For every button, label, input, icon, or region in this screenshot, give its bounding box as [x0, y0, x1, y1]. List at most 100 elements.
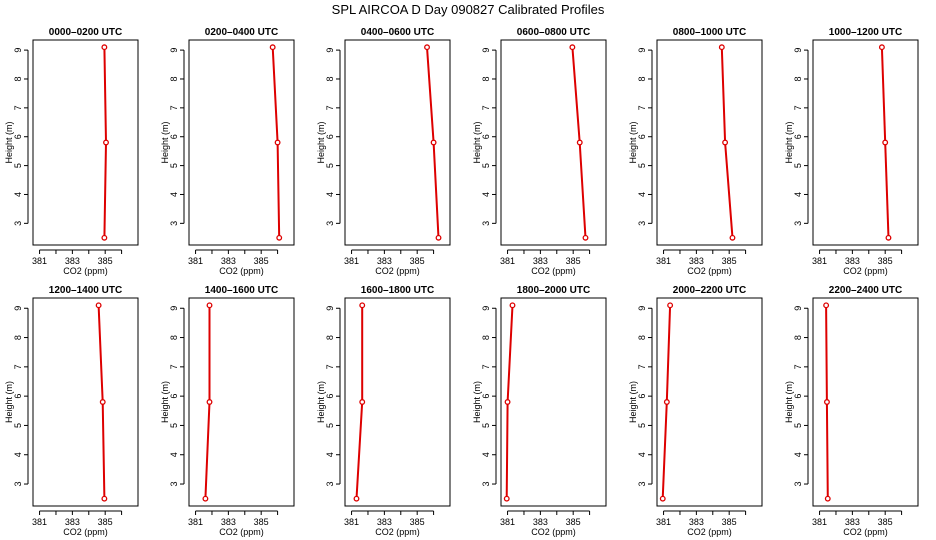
y-tick-label: 3: [169, 221, 179, 226]
panel-title: 1000–1200 UTC: [829, 27, 902, 38]
y-tick-label: 4: [13, 452, 23, 457]
y-tick-label: 3: [481, 221, 491, 226]
y-tick-label: 8: [481, 335, 491, 340]
y-tick-label: 7: [13, 364, 23, 369]
x-tick-label: 385: [410, 517, 425, 527]
y-tick-label: 8: [169, 76, 179, 81]
y-tick-label: 6: [325, 394, 335, 399]
plot-frame: [188, 297, 295, 507]
y-tick-label: 4: [169, 452, 179, 457]
data-point: [435, 234, 442, 241]
y-tick-label: 9: [325, 48, 335, 53]
data-point: [202, 495, 209, 502]
data-point: [274, 139, 281, 146]
y-axis-label: Height (m): [316, 381, 326, 423]
y-axis-label: Height (m): [472, 121, 482, 163]
y-tick-label: 3: [325, 221, 335, 226]
y-tick-label: 9: [325, 306, 335, 311]
y-tick-label: 9: [793, 306, 803, 311]
data-point: [576, 139, 583, 146]
y-tick-label: 4: [793, 192, 803, 197]
plot-frame: [656, 297, 763, 507]
data-point: [269, 44, 276, 51]
data-point: [659, 495, 666, 502]
panel-title: 1800–2000 UTC: [517, 285, 590, 296]
y-tick-label: 8: [325, 335, 335, 340]
y-tick-label: 7: [793, 105, 803, 110]
x-tick-label: 383: [65, 256, 80, 266]
y-tick-label: 9: [13, 48, 23, 53]
x-tick-label: 383: [377, 256, 392, 266]
x-axis-label: CO2 (ppm): [687, 266, 732, 276]
data-point: [424, 44, 430, 51]
y-tick-label: 5: [637, 163, 647, 168]
data-point: [663, 399, 670, 405]
x-axis-label: CO2 (ppm): [219, 266, 264, 276]
x-axis-label: CO2 (ppm): [531, 266, 576, 276]
data-point: [824, 495, 831, 502]
y-tick-label: 3: [637, 482, 647, 487]
y-tick-label: 7: [13, 105, 23, 110]
panel-title: 0800–1000 UTC: [673, 27, 746, 38]
y-tick-label: 8: [793, 335, 803, 340]
data-point: [882, 139, 889, 146]
data-point: [103, 139, 109, 146]
data-point: [729, 234, 736, 241]
x-tick-label: 385: [722, 517, 737, 527]
y-tick-label: 5: [169, 163, 179, 168]
x-tick-label: 383: [377, 517, 392, 527]
x-tick-label: 383: [845, 256, 860, 266]
y-axis-label: Height (m): [316, 121, 326, 163]
y-tick-label: 4: [13, 192, 23, 197]
x-tick-label: 381: [344, 517, 359, 527]
data-point: [95, 302, 102, 309]
y-tick-label: 9: [637, 48, 647, 53]
y-axis-label: Height (m): [784, 381, 794, 423]
y-tick-label: 4: [325, 192, 335, 197]
y-axis-label: Height (m): [4, 121, 14, 163]
y-tick-label: 5: [793, 423, 803, 428]
x-tick-label: 385: [722, 256, 737, 266]
y-axis-label: Height (m): [4, 381, 14, 423]
y-tick-label: 9: [481, 48, 491, 53]
x-axis-label: CO2 (ppm): [63, 266, 108, 276]
x-axis-label: CO2 (ppm): [531, 527, 576, 537]
x-tick-label: 381: [500, 256, 515, 266]
y-tick-label: 9: [793, 48, 803, 53]
x-axis-label: CO2 (ppm): [63, 527, 108, 537]
y-tick-label: 4: [169, 192, 179, 197]
data-point: [823, 302, 830, 309]
data-point: [99, 399, 106, 405]
y-tick-label: 5: [481, 163, 491, 168]
y-tick-label: 9: [169, 48, 179, 53]
y-tick-label: 6: [637, 394, 647, 399]
plot-frame: [656, 39, 763, 246]
y-tick-label: 6: [169, 134, 179, 139]
y-tick-label: 7: [481, 364, 491, 369]
data-point: [823, 399, 830, 405]
x-tick-label: 381: [32, 517, 47, 527]
data-point: [101, 495, 108, 502]
data-point: [667, 302, 674, 309]
y-tick-label: 5: [325, 423, 335, 428]
data-point: [504, 399, 511, 405]
x-tick-label: 381: [500, 517, 515, 527]
x-tick-label: 385: [254, 256, 269, 266]
data-point: [101, 234, 108, 241]
y-tick-label: 3: [325, 482, 335, 487]
y-tick-label: 3: [793, 482, 803, 487]
y-axis-label: Height (m): [160, 121, 170, 163]
y-axis-label: Height (m): [784, 121, 794, 163]
data-point: [718, 44, 725, 51]
data-point: [569, 44, 576, 51]
